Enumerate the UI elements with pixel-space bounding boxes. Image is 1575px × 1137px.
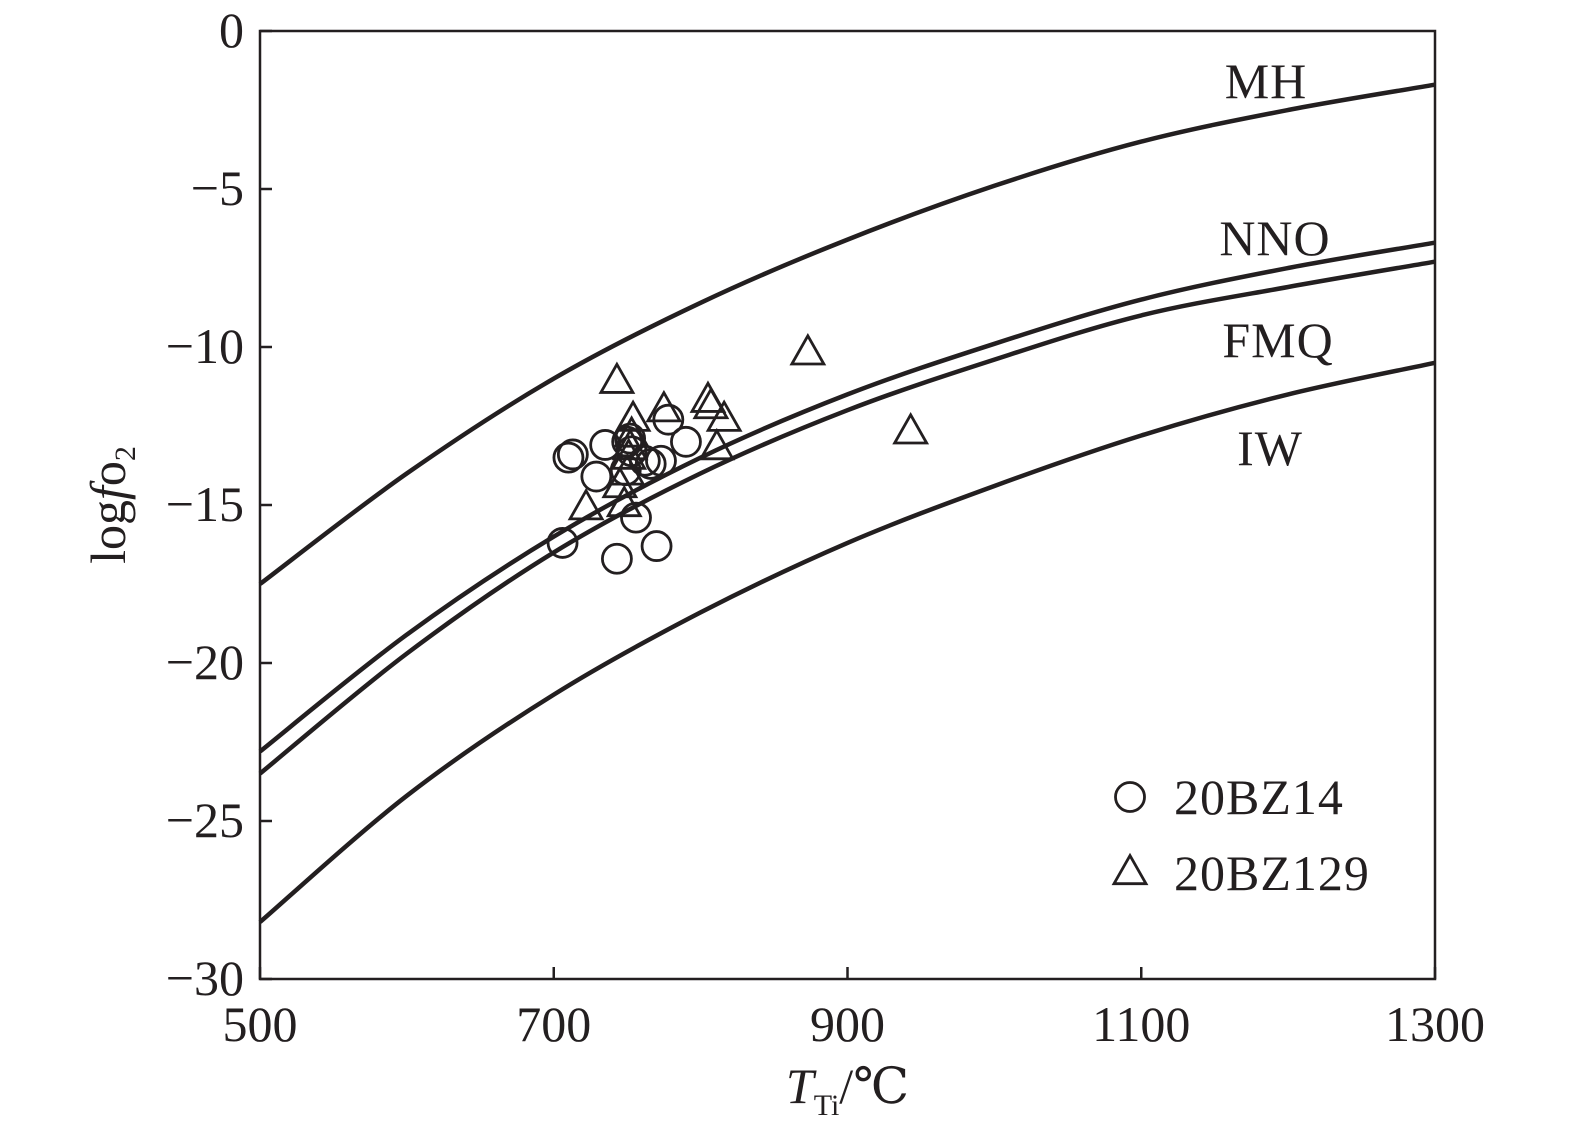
point-20bz14 [620, 501, 652, 534]
data-points [546, 333, 930, 575]
legend: 20BZ14 20BZ129 [1111, 769, 1370, 901]
plot-frame [258, 29, 1437, 981]
curve-fmq [258, 259, 1436, 776]
point-20bz129 [613, 415, 650, 448]
point-20bz129 [567, 487, 605, 521]
point-20bz14 [670, 425, 702, 458]
x-axis-label: TTi/℃ [786, 1058, 909, 1122]
point-20bz14 [556, 438, 589, 471]
point-20bz129 [645, 389, 683, 423]
point-20bz129 [610, 437, 648, 470]
x-tick-label: 500 [223, 996, 298, 1052]
point-20bz129 [614, 399, 652, 432]
y-tick-label: −30 [166, 950, 244, 1006]
point-20bz129 [692, 386, 730, 420]
y-tick-label: −5 [191, 160, 244, 216]
x-tick-label: 1300 [1385, 996, 1485, 1052]
curve-nno [258, 240, 1436, 754]
x-tick-label: 700 [516, 996, 591, 1052]
curve-label-nno: NNO [1219, 210, 1330, 266]
y-axis-label: logfo2 [80, 446, 142, 564]
point-20bz129 [789, 333, 827, 366]
series-20bz129 [567, 333, 930, 521]
curve-label-fmq: FMQ [1222, 312, 1333, 368]
legend-marker-20bz129 [1111, 852, 1149, 886]
curve-iw [258, 360, 1436, 924]
curve-label-iw: IW [1237, 420, 1303, 476]
point-20bz129 [608, 453, 646, 486]
y-tick-label: 0 [219, 2, 244, 58]
point-20bz14 [645, 444, 677, 477]
buffer-curve-labels: MH NNO FMQ IW [1219, 53, 1333, 476]
curve-mh [258, 82, 1436, 586]
point-20bz129 [611, 427, 649, 461]
buffer-curves [258, 82, 1436, 924]
x-axis-ticks: 500 700 900 1100 1300 [223, 967, 1485, 1052]
series-20bz14 [546, 403, 702, 575]
y-axis-ticks: 0 −5 −10 −15 −20 −25 −30 [166, 2, 272, 1006]
curve-label-mh: MH [1225, 53, 1308, 109]
y-tick-label: −10 [166, 318, 244, 374]
x-tick-label: 1100 [1092, 996, 1190, 1052]
x-axis-label-subscript: Ti [814, 1089, 840, 1122]
legend-marker-20bz14 [1114, 781, 1146, 813]
y-axis-label-subscript: 2 [109, 446, 142, 461]
y-tick-label: −15 [166, 476, 244, 532]
point-20bz14 [601, 542, 633, 575]
y-tick-label: −25 [166, 792, 244, 848]
point-20bz14 [552, 441, 585, 474]
point-20bz129 [892, 412, 930, 445]
point-20bz14 [580, 460, 613, 493]
x-tick-label: 900 [810, 996, 885, 1052]
y-tick-label: −20 [166, 634, 244, 690]
point-20bz129 [705, 399, 743, 432]
y-axis-label-log: log [80, 500, 136, 564]
point-20bz129 [598, 361, 636, 394]
x-axis-label-unit: /℃ [839, 1058, 909, 1114]
point-20bz129 [698, 427, 736, 461]
point-20bz14 [546, 527, 579, 559]
y-axis-label-o: o [80, 461, 136, 486]
x-axis-label-symbol: T [786, 1058, 817, 1114]
point-20bz14 [640, 530, 673, 562]
legend-label-20bz14: 20BZ14 [1174, 769, 1344, 825]
legend-label-20bz129: 20BZ129 [1174, 845, 1370, 901]
point-20bz129 [605, 484, 643, 518]
